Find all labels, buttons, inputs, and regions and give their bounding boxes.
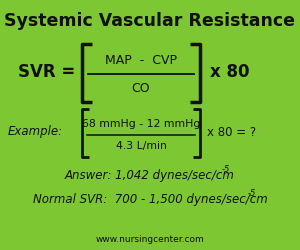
Text: -5: -5	[248, 190, 256, 198]
Text: Normal SVR:  700 - 1,500 dynes/sec/cm: Normal SVR: 700 - 1,500 dynes/sec/cm	[33, 194, 267, 206]
Text: Systemic Vascular Resistance: Systemic Vascular Resistance	[4, 12, 296, 30]
Text: MAP  -  CVP: MAP - CVP	[105, 54, 177, 66]
Text: www.nursingcenter.com: www.nursingcenter.com	[96, 236, 204, 244]
Text: Example:: Example:	[8, 126, 63, 138]
Text: x 80: x 80	[210, 63, 250, 81]
Text: SVR =: SVR =	[18, 63, 75, 81]
Text: 4.3 L/min: 4.3 L/min	[116, 141, 166, 151]
Text: CO: CO	[132, 82, 150, 96]
Text: Answer: 1,042 dynes/sec/cm: Answer: 1,042 dynes/sec/cm	[65, 170, 235, 182]
Text: x 80 = ?: x 80 = ?	[207, 126, 256, 138]
Text: 68 mmHg - 12 mmHg: 68 mmHg - 12 mmHg	[82, 119, 200, 129]
Text: -5: -5	[222, 166, 230, 174]
